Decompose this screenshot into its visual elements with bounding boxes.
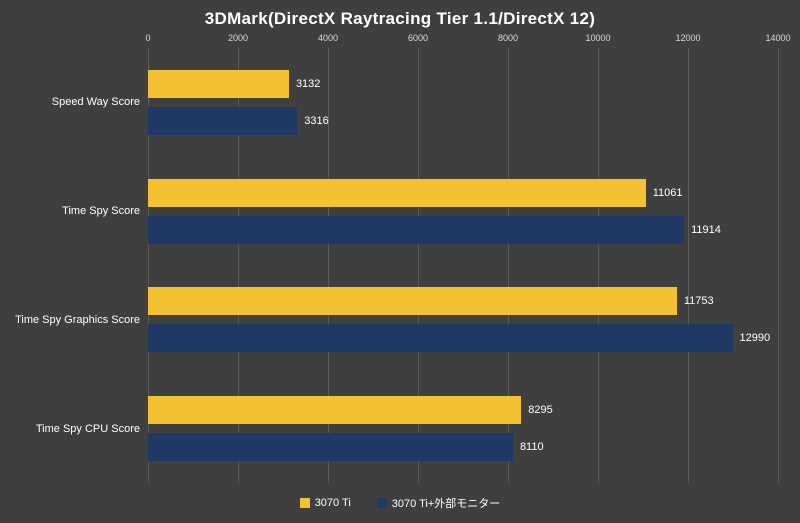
bar-3070-ti (148, 178, 646, 207)
gridline (598, 48, 599, 483)
gridline (508, 48, 509, 483)
legend-swatch (299, 498, 310, 508)
bar-3070-ti+外部モニター (148, 324, 733, 353)
legend-item: 3070 Ti (299, 497, 351, 509)
gridline (418, 48, 419, 483)
gridline (328, 48, 329, 483)
legend-swatch (376, 498, 387, 508)
bar-line: 8295 (148, 396, 778, 425)
bar-value-label: 11914 (691, 223, 721, 236)
bar-line: 3132 (148, 69, 778, 98)
bar-3070-ti+外部モニター (148, 433, 513, 462)
x-tick-label: 8000 (497, 33, 519, 43)
bar-3070-ti+外部モニター (148, 215, 685, 244)
category-group: 11753 12990 (148, 266, 778, 375)
category-axis: Speed Way Score Time Spy Score Time Spy Gr… (0, 48, 148, 483)
bar-line: 11914 (148, 215, 778, 244)
bar-line: 11061 (148, 178, 778, 207)
legend-label: 3070 Ti+外部モニター (391, 498, 501, 510)
x-tick-label: 10000 (585, 33, 611, 43)
gridline (148, 48, 149, 483)
gridline (238, 48, 239, 483)
bar-value-label: 12990 (739, 332, 771, 345)
category-label: Time Spy CPU Score (35, 422, 140, 435)
chart-title: 3DMark(DirectX Raytracing Tier 1.1/Direc… (204, 9, 596, 28)
bar-value-label: 3132 (295, 77, 321, 90)
bar-value-label: 8110 (519, 441, 544, 454)
plot-body: Speed Way Score Time Spy Score Time Spy Gr… (0, 48, 779, 483)
x-axis: 0 2000 4000 6000 8000 10000 12000 14000 (145, 30, 790, 48)
x-tick-label: 14000 (765, 33, 791, 43)
bar-value-label: 3316 (304, 114, 329, 127)
category-group: 8295 8110 (148, 374, 778, 483)
bar-line: 11753 (148, 287, 778, 316)
bar-value-label: 11753 (683, 295, 714, 308)
category-label: Time Spy Score (62, 205, 140, 218)
category-label: Speed Way Score (51, 96, 140, 109)
legend: 3070 Ti 3070 Ti+外部モニター (0, 483, 800, 523)
bar-value-label: 8295 (528, 404, 553, 417)
category-label: Time Spy Graphics Score (15, 313, 140, 326)
bar-rows: 3132 3316 11061 11914 11753 12990 8295 8110 (148, 48, 778, 483)
bar-3070-ti (148, 287, 677, 316)
x-tick-label: 12000 (675, 33, 701, 43)
bar-3070-ti (148, 396, 522, 425)
bar-line: 3316 (148, 106, 778, 135)
x-tick-label: 4000 (317, 33, 339, 43)
x-tick-label: 6000 (407, 33, 429, 43)
bar-3070-ti+外部モニター (148, 106, 298, 135)
gridline (778, 48, 779, 483)
category-group: 11061 11914 (148, 157, 778, 266)
bar-line: 12990 (148, 324, 778, 353)
bar-3070-ti (148, 69, 289, 98)
bar-line: 8110 (148, 433, 778, 462)
x-tick-label: 2000 (227, 33, 249, 43)
plot-area: 3132 3316 11061 11914 11753 12990 8295 8110 (148, 48, 779, 483)
legend-label: 3070 Ti (314, 497, 351, 509)
bar-value-label: 11061 (652, 186, 683, 199)
x-tick-label: 0 (145, 33, 151, 43)
category-group: 3132 3316 (148, 48, 778, 157)
legend-item: 3070 Ti+外部モニター (376, 495, 501, 511)
gridline (688, 48, 689, 483)
